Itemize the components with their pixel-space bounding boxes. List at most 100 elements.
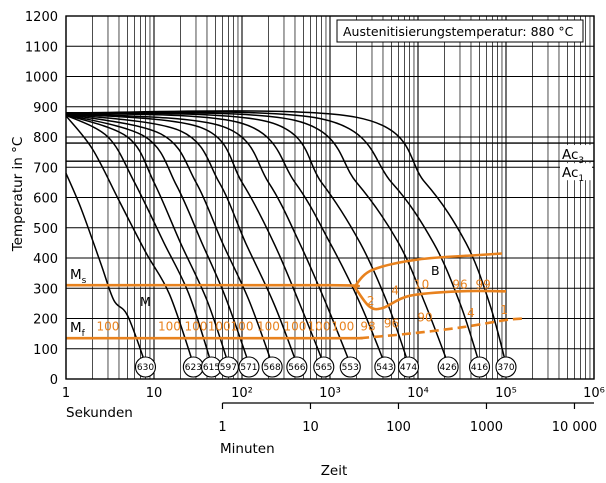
x-tick-label: 10⁵ (495, 386, 517, 401)
percent-label: 100 (257, 320, 280, 334)
hardness-value: 553 (342, 363, 359, 373)
cooling-curve (65, 111, 481, 365)
percent-label: 10 (414, 277, 429, 291)
y-tick-label: 100 (33, 343, 58, 358)
hardness-circle (339, 356, 361, 378)
percent-label: 100 (208, 320, 231, 334)
minutes-tick-label: 1 (218, 420, 226, 435)
y-tick-label: 1100 (25, 40, 58, 55)
hardness-value: 630 (137, 363, 154, 373)
annotation-text: Austenitisierungstemperatur: 880 °C (343, 24, 574, 39)
x-tick-label: 10² (231, 386, 253, 401)
hardness-value: 571 (240, 363, 257, 373)
hardness-circle (313, 356, 335, 378)
percent-label: 99 (476, 277, 491, 291)
hardness-value: 597 (220, 363, 237, 373)
x-tick-label: 1 (62, 386, 70, 401)
x-axis-label: Zeit (321, 463, 348, 479)
percent-label: 100 (331, 320, 354, 334)
cooling-curves (65, 110, 507, 365)
cooling-curve (65, 111, 449, 365)
percent-label: 4 (467, 306, 475, 320)
percent-label: 100 (308, 320, 331, 334)
transformation-lines: Ms Mf (65, 252, 525, 340)
x-tick-label: 10⁶ (583, 386, 605, 401)
y-axis-label: Temperatur in °C (10, 137, 26, 253)
hardness-value: 370 (497, 363, 514, 373)
hardness-value: 565 (315, 363, 332, 373)
axes: 0100200300400500600700800900100011001200… (25, 10, 605, 435)
percent-label: 100 (284, 320, 307, 334)
hardness-value: 416 (471, 363, 488, 373)
hardness-circle (261, 356, 283, 378)
hardness-circle (134, 356, 157, 378)
hardness-circle (437, 356, 459, 378)
cooling-curve (65, 112, 351, 365)
hardness-labels: 630 623 615 597 571 568 566 565 553 543 474 426 416 3… (134, 356, 517, 378)
transformation-line (65, 283, 360, 288)
cooling-curve (65, 112, 325, 365)
y-tick-label: 700 (33, 161, 58, 176)
minutes-tick-label: 10 000 (552, 420, 598, 435)
hardness-circle (238, 356, 260, 378)
transformation-line (353, 252, 503, 288)
transformation-line (359, 317, 525, 340)
hardness-value: 568 (264, 363, 281, 373)
y-tick-label: 800 (33, 131, 58, 146)
cooling-curve (65, 113, 273, 365)
temperature-label: Ms (70, 267, 87, 286)
cooling-curve (65, 112, 410, 365)
transformation-line (353, 285, 507, 311)
annotation-box (336, 19, 584, 43)
hardness-value: 543 (376, 363, 393, 373)
region-label-b: B (431, 263, 440, 278)
hardness-value: 566 (288, 363, 305, 373)
percent-label: 2 (367, 294, 375, 308)
y-tick-label: 1000 (25, 71, 58, 86)
cooling-curve (65, 114, 230, 365)
percent-label: 4 (391, 283, 399, 297)
percent-label: 90 (417, 311, 432, 325)
percent-label: 100 (231, 320, 254, 334)
hardness-value: 623 (185, 363, 202, 373)
percent-label: 96 (384, 317, 399, 331)
percent-label: 100 (185, 320, 208, 334)
hardness-circle (286, 356, 308, 378)
hardness-value: 615 (203, 363, 220, 373)
cooling-curve (65, 114, 213, 365)
hardness-circle (495, 356, 517, 378)
hardness-value: 474 (400, 363, 417, 373)
region-label-m: M (140, 294, 151, 309)
cooling-curve (65, 115, 195, 365)
percent-label: 98 (360, 320, 375, 334)
hardness-circle (468, 356, 491, 378)
temperature-label: Mf (70, 320, 86, 339)
y-tick-label: 900 (33, 101, 58, 116)
percent-label: 1 (500, 303, 508, 317)
y-tick-label: 300 (33, 282, 58, 297)
cooling-curve (65, 113, 298, 365)
x-tick-label: 10⁴ (407, 386, 429, 401)
minutes-tick-label: 1000 (470, 420, 503, 435)
cooling-curve (65, 110, 507, 365)
y-tick-label: 200 (33, 313, 58, 328)
y-tick-label: 500 (33, 222, 58, 237)
y-tick-label: 400 (33, 252, 58, 267)
cooling-curve (65, 113, 250, 365)
percent-label: 100 (97, 320, 120, 334)
cooling-curve (65, 112, 386, 365)
seconds-label: Sekunden (66, 405, 133, 421)
x-tick-label: 10³ (319, 386, 341, 401)
reference-label-bg (560, 145, 592, 163)
hardness-circle (217, 356, 239, 378)
y-tick-label: 0 (50, 373, 58, 388)
minutes-tick-label: 100 (386, 420, 411, 435)
reference-label-bg (560, 163, 592, 181)
minutes-label: Minuten (220, 441, 275, 457)
hardness-circle (374, 356, 396, 378)
percent-label: 100 (158, 320, 181, 334)
x-tick-label: 10 (146, 386, 163, 401)
hardness-value: 426 (440, 363, 457, 373)
